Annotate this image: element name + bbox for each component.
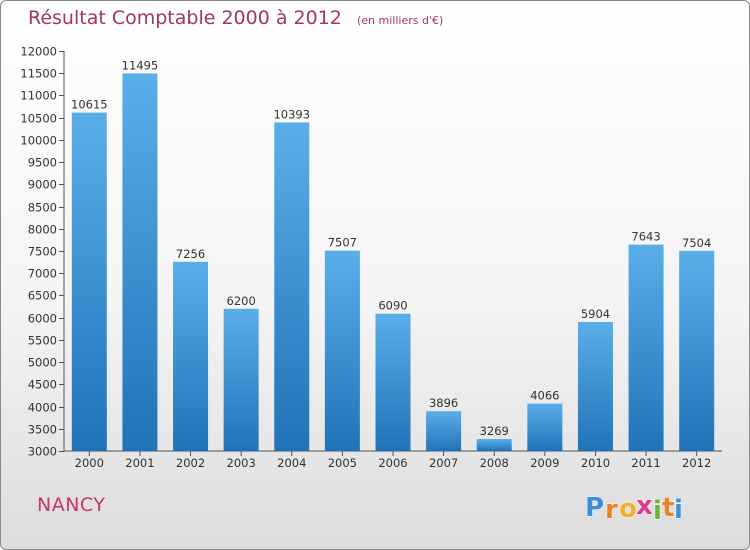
x-tick-label: 2003: [227, 456, 256, 470]
data-label: 7507: [328, 236, 357, 250]
city-name: NANCY: [37, 494, 106, 516]
y-tick-label: 6500: [28, 289, 57, 303]
x-tick-label: 2006: [378, 456, 407, 470]
bar-2005: [324, 250, 360, 451]
y-tick-label: 10500: [20, 112, 57, 126]
y-tick-label: 9500: [28, 156, 57, 170]
data-label: 10393: [273, 107, 310, 121]
bar-2003: [223, 308, 259, 451]
bar-2008: [476, 439, 512, 451]
x-tick-label: 2011: [631, 456, 660, 470]
y-tick-label: 5500: [28, 334, 57, 348]
bar-2006: [375, 313, 411, 451]
bar-2001: [122, 73, 158, 451]
y-tick-label: 7000: [28, 267, 57, 281]
logo-letter: t: [662, 493, 674, 523]
data-label: 7643: [631, 230, 660, 244]
y-tick-label: 4000: [28, 401, 57, 415]
data-label: 3269: [480, 424, 509, 438]
y-tick-label: 10000: [20, 134, 57, 148]
x-tick-label: 2008: [480, 456, 509, 470]
y-tick-label: 8000: [28, 223, 57, 237]
chart-title: Résultat Comptable 2000 à 2012: [28, 7, 342, 29]
chart-title-block: Résultat Comptable 2000 à 2012 (en milli…: [28, 7, 443, 29]
logo-letter: r: [605, 495, 618, 523]
x-tick-label: 2012: [682, 456, 711, 470]
bar-2007: [426, 411, 462, 451]
data-label: 6090: [378, 299, 407, 313]
x-tick-label: 2009: [530, 456, 559, 470]
y-tick-label: 7500: [28, 245, 57, 259]
data-label: 7256: [176, 247, 205, 261]
chart-unit: (en milliers d'€): [356, 14, 444, 27]
bar-2000: [71, 112, 107, 452]
y-tick-label: 6000: [28, 312, 57, 326]
bar-2002: [173, 261, 209, 451]
y-tick-label: 3000: [28, 445, 57, 459]
bar-2012: [679, 250, 715, 451]
y-tick-label: 11500: [20, 67, 57, 81]
data-label: 10615: [71, 98, 108, 112]
y-tick-label: 9000: [28, 178, 57, 192]
x-tick-label: 2007: [429, 456, 458, 470]
logo-letter: o: [619, 494, 637, 523]
y-tick-label: 5000: [28, 356, 57, 370]
x-tick-label: 2002: [176, 456, 205, 470]
data-label: 3896: [429, 396, 458, 410]
y-tick-label: 11000: [20, 89, 57, 103]
x-tick-label: 2005: [328, 456, 357, 470]
bar-2010: [577, 321, 613, 451]
y-tick-label: 3500: [28, 423, 57, 437]
logo-letter: P: [585, 493, 604, 523]
x-tick-label: 2000: [75, 456, 104, 470]
y-tick-label: 8500: [28, 201, 57, 215]
y-tick-label: 12000: [20, 45, 57, 59]
data-label: 7504: [682, 236, 711, 250]
bar-2004: [274, 122, 310, 451]
logo-letter: i: [653, 496, 662, 523]
x-tick-label: 2004: [277, 456, 306, 470]
logo-letter: i: [674, 495, 683, 523]
x-tick-label: 2010: [581, 456, 610, 470]
bar-2011: [628, 244, 664, 451]
data-label: 6200: [227, 294, 256, 308]
x-tick-label: 2001: [125, 456, 154, 470]
bar-2009: [527, 403, 563, 451]
data-label: 11495: [122, 58, 159, 72]
data-label: 5904: [581, 307, 610, 321]
y-tick-label: 4500: [28, 378, 57, 392]
logo-letter: x: [636, 491, 653, 521]
data-label: 4066: [530, 389, 559, 403]
